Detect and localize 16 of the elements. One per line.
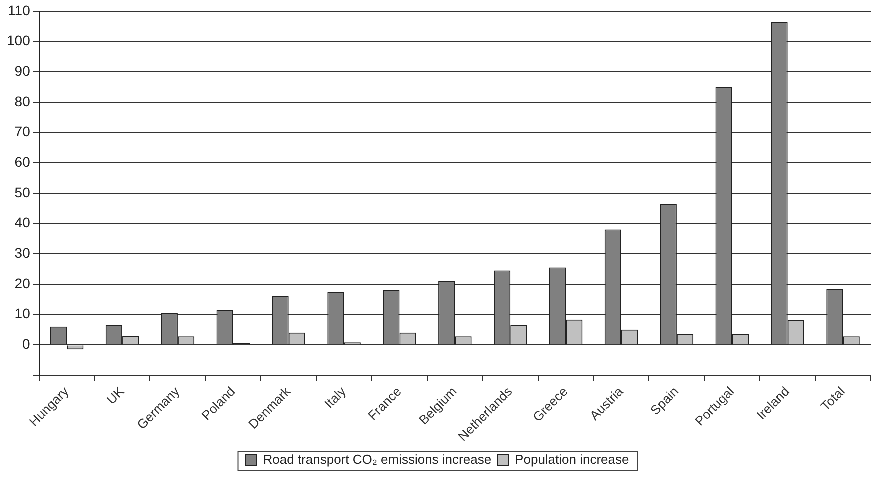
y-tick-label: 10 [14, 306, 31, 322]
y-tick-label: 0 [22, 336, 31, 352]
legend-label: Population increase [515, 452, 630, 468]
y-tick-label: 100 [7, 32, 31, 49]
y-tick-label: 60 [14, 154, 31, 170]
y-tick-label: 50 [14, 184, 31, 200]
y-tick-label: 30 [14, 244, 31, 261]
y-tick-label: 70 [14, 124, 31, 140]
x-tick-label: Italy [321, 384, 350, 412]
y-tick-label: 90 [14, 62, 31, 79]
legend-label: Road transport CO₂ emissions increase [263, 452, 492, 468]
x-tick-label: UK [104, 384, 128, 408]
y-tick-label: 80 [14, 93, 31, 110]
y-tick-label: 110 [8, 2, 31, 18]
y-tick-label: 40 [14, 214, 31, 231]
y-tick-label: 20 [14, 275, 31, 292]
